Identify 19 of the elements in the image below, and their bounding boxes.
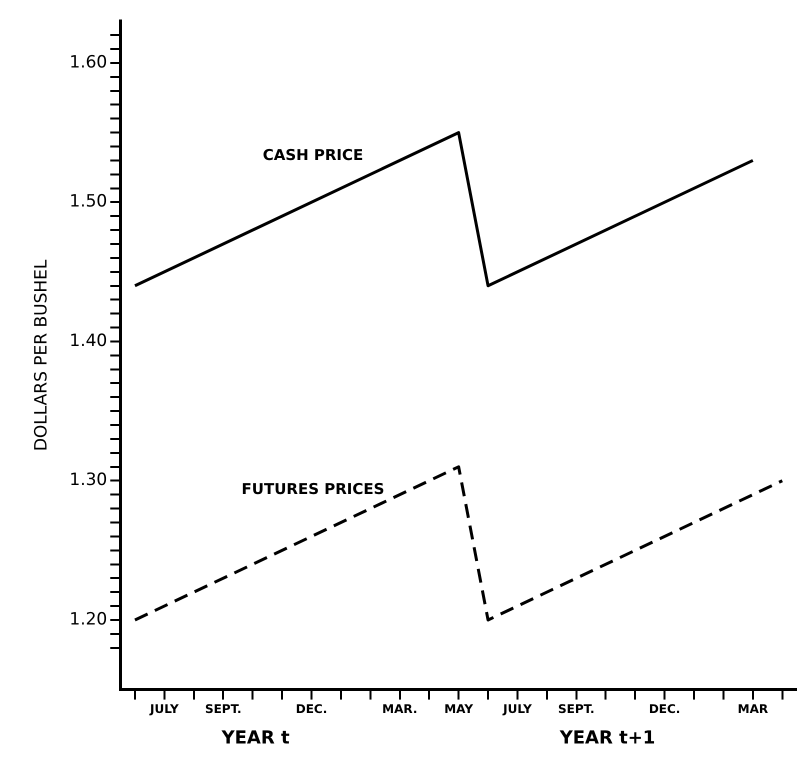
y-tick-label: 1.20 [69, 609, 108, 630]
series-label: CASH PRICE [262, 146, 364, 164]
x-tick-label: JULY [149, 702, 180, 716]
x-tick-label: MAR [738, 702, 768, 716]
y-tick-label: 1.40 [69, 330, 108, 351]
y-axis-title: DOLLARS PER BUSHEL [32, 259, 52, 452]
x-tick-label: JULY [502, 702, 532, 716]
text: YEAR t+1 [558, 727, 656, 748]
x-tick-label: MAR. [382, 702, 418, 716]
y-tick-label: 1.60 [69, 52, 108, 72]
text: YEAR t [220, 727, 290, 748]
y-tick-label: 1.50 [69, 192, 108, 212]
x-tick-label: DEC. [296, 702, 328, 716]
x-tick-label: SEPT. [558, 702, 595, 716]
y-tick-label: 1.30 [69, 470, 108, 490]
x-tick-label: DEC. [648, 702, 680, 716]
x-tick-label: MAY [444, 702, 474, 716]
series-label: FUTURES PRICES [242, 480, 384, 498]
x-tick-label: SEPT. [204, 702, 242, 716]
